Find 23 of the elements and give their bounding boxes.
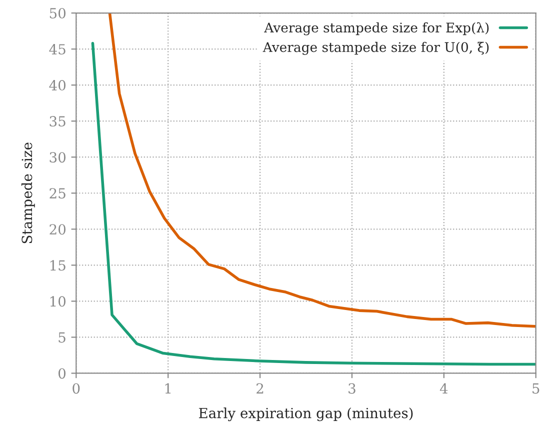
x-tick-label: 5: [532, 383, 540, 394]
x-tick-label: 3: [348, 383, 356, 394]
y-axis-title: Stampede size: [21, 142, 35, 244]
y-tick-label: 30: [50, 152, 66, 163]
line-series: [108, 13, 536, 328]
y-tick-label: 50: [50, 8, 66, 18]
y-tick-label: 45: [49, 44, 66, 55]
legend-label: Average stampede size for U(0, ξ): [262, 42, 489, 55]
y-tick-label: 35: [50, 116, 66, 127]
y-tick-label: 25: [50, 188, 66, 199]
y-tick-label: 20: [50, 224, 66, 235]
legend-label: Average stampede size for Exp(λ): [264, 22, 489, 36]
y-tick-label: 40: [49, 80, 66, 91]
x-tick-label: 4: [440, 383, 448, 394]
y-tick-label: 0: [58, 368, 66, 379]
line-series: [91, 42, 536, 366]
y-tick-label: 10: [50, 296, 66, 307]
x-tick-label: 1: [165, 383, 171, 394]
x-axis-title: Early expiration gap (minutes): [198, 408, 413, 422]
y-tick-label: 5: [58, 332, 66, 343]
x-tick-label: 0: [72, 383, 80, 394]
y-tick-label: 15: [50, 260, 66, 271]
x-tick-label: 2: [256, 383, 264, 394]
